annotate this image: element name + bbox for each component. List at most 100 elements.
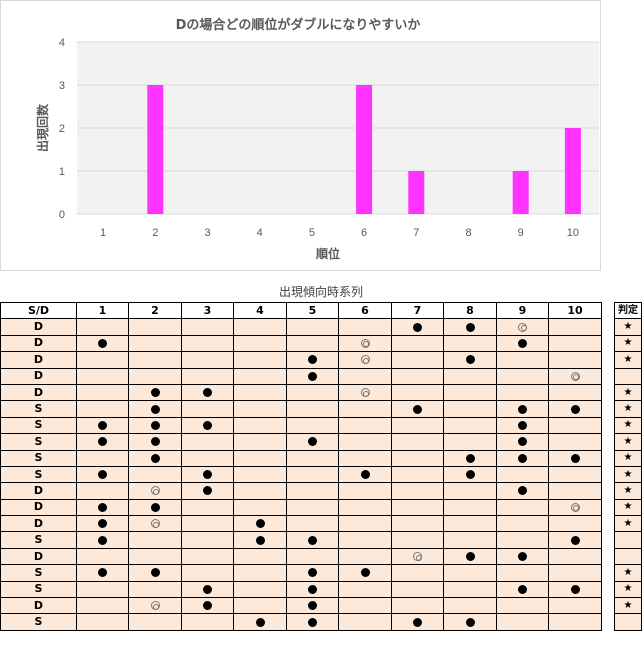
rank-cell (286, 334, 339, 353)
rank-cell (286, 564, 339, 582)
rank-cell (181, 482, 234, 500)
rank-cell (496, 465, 549, 484)
rank-cell (286, 416, 339, 435)
rank-cell (496, 449, 549, 467)
appear-mark (203, 584, 212, 594)
y-tick-label: 3 (59, 80, 65, 92)
sd-cell: S (0, 433, 77, 451)
rank-cell (391, 498, 444, 517)
appear-mark (308, 617, 317, 627)
rank-cell (76, 351, 129, 369)
rank-cell (76, 334, 129, 353)
rank-cell (338, 334, 392, 353)
appear-mark (150, 568, 160, 578)
rank-cell (548, 416, 602, 435)
rank-cell (338, 531, 392, 549)
double-mark (518, 322, 527, 332)
table-row: D (0, 383, 602, 402)
judge-cell: ★ (614, 564, 642, 582)
rank-cell (443, 597, 497, 615)
table-row: D (0, 547, 602, 566)
sd-cell: D (0, 482, 77, 500)
rank-cell (181, 498, 234, 517)
rank-cell (391, 515, 444, 533)
rank-cell (548, 580, 602, 599)
rank-cell (76, 400, 129, 418)
judge-cell (614, 613, 642, 631)
sd-cell: D (0, 367, 77, 385)
appear-mark (360, 470, 370, 480)
rank-cell (181, 613, 234, 631)
rank-cell (128, 597, 182, 615)
judge-table-wrap: 判定 ★ ★ ★ ★ ★ ★ ★ ★ ★ ★ ★ ★ ★ ★ ★ (614, 301, 642, 631)
sd-cell: S (0, 613, 77, 631)
rank-cell (548, 383, 602, 402)
rank-cell (76, 433, 129, 451)
judge-cell: ★ (614, 465, 642, 484)
appear-mark (98, 338, 107, 348)
rank-cell (181, 465, 234, 484)
sd-cell: D (0, 498, 77, 517)
rank-cell (338, 580, 392, 599)
table-row: D (0, 351, 602, 369)
header-sd: S/D (0, 301, 77, 320)
rank-cell (286, 515, 339, 533)
appear-mark (570, 584, 580, 594)
rank-cell (391, 482, 444, 500)
table-row: S (0, 449, 602, 467)
sd-cell: S (0, 564, 77, 582)
rank-cell (233, 416, 287, 435)
rank-cell (496, 597, 549, 615)
appear-mark (150, 388, 160, 398)
header-rank-8: 8 (443, 301, 497, 320)
rank-cell (548, 482, 602, 500)
rank-cell (443, 465, 497, 484)
rank-cell (496, 547, 549, 566)
rank-cell (391, 383, 444, 402)
appear-mark (518, 420, 527, 430)
bar (564, 128, 581, 214)
rank-cell (76, 613, 129, 631)
x-tick-label: 4 (257, 227, 263, 239)
table-row: D (0, 318, 602, 336)
rank-cell (443, 613, 497, 631)
rank-cell (548, 318, 602, 336)
table-row: D (0, 597, 602, 615)
rank-cell (128, 400, 182, 418)
rank-cell (181, 547, 234, 566)
chart-title: Dの場合どの順位がダブルになりやすいか (176, 17, 421, 33)
judge-header: 判定 (614, 301, 642, 320)
rank-cell (338, 564, 392, 582)
sd-cell: D (0, 351, 77, 369)
appear-mark (98, 519, 107, 529)
rank-cell (233, 613, 287, 631)
x-tick-label: 1 (100, 227, 106, 239)
rank-cell (128, 580, 182, 599)
rank-cell (76, 547, 129, 566)
rank-cell (181, 515, 234, 533)
rank-cell (496, 482, 549, 500)
appear-mark (465, 453, 475, 463)
y-tick-label: 1 (59, 166, 65, 178)
rank-cell (181, 416, 234, 435)
appear-mark (570, 535, 580, 545)
rank-cell (391, 564, 444, 582)
rank-cell (391, 580, 444, 599)
rank-cell (181, 580, 234, 599)
appear-mark (360, 568, 370, 578)
rank-cell (548, 515, 602, 533)
appear-mark (98, 420, 107, 430)
rank-cell (181, 318, 234, 336)
judge-cell: ★ (614, 433, 642, 451)
rank-cell (391, 367, 444, 385)
rank-cell (496, 416, 549, 435)
rank-cell (233, 351, 287, 369)
appear-mark (255, 535, 265, 545)
rank-cell (496, 318, 549, 336)
double-mark (570, 371, 580, 381)
rank-cell (286, 449, 339, 467)
judge-cell: ★ (614, 498, 642, 517)
rank-cell (286, 367, 339, 385)
bar (147, 85, 164, 214)
rank-cell (548, 334, 602, 353)
